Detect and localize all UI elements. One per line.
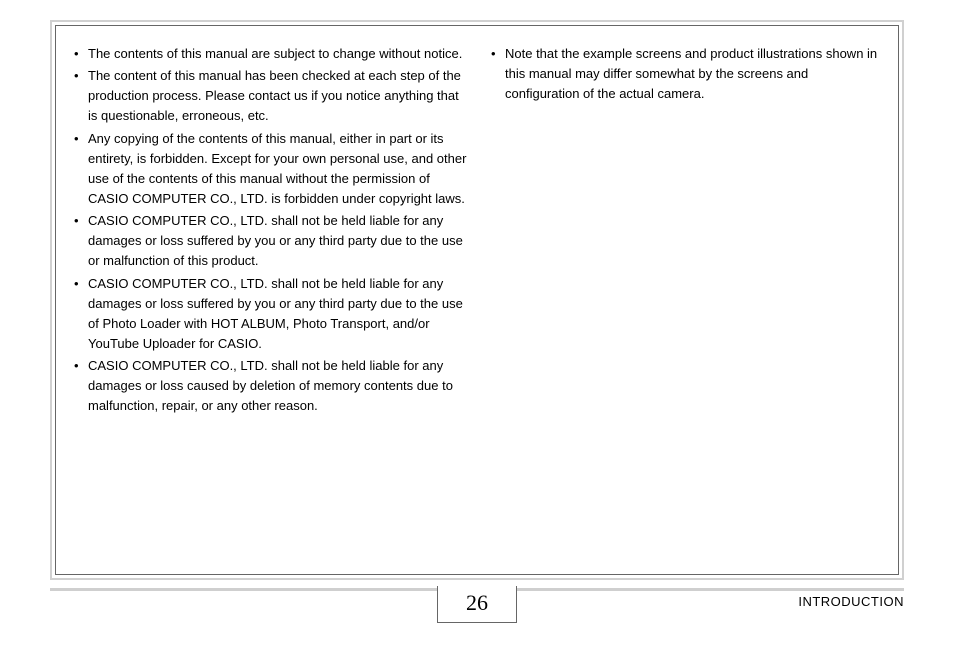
list-item: CASIO COMPUTER CO., LTD. shall not be he…	[68, 274, 469, 355]
left-column: The contents of this manual are subject …	[68, 44, 469, 562]
section-label: INTRODUCTION	[798, 594, 904, 609]
right-bullet-list: Note that the example screens and produc…	[485, 44, 886, 104]
list-item: CASIO COMPUTER CO., LTD. shall not be he…	[68, 211, 469, 271]
list-item: Note that the example screens and produc…	[485, 44, 886, 104]
left-bullet-list: The contents of this manual are subject …	[68, 44, 469, 417]
page-number: 26	[437, 586, 517, 623]
right-column: Note that the example screens and produc…	[485, 44, 886, 562]
page-footer: 26 INTRODUCTION	[50, 588, 904, 591]
list-item: The contents of this manual are subject …	[68, 44, 469, 64]
list-item: Any copying of the contents of this manu…	[68, 129, 469, 210]
page-content-frame: The contents of this manual are subject …	[55, 25, 899, 575]
list-item: The content of this manual has been chec…	[68, 66, 469, 126]
page-outer-border: The contents of this manual are subject …	[50, 20, 904, 580]
list-item: CASIO COMPUTER CO., LTD. shall not be he…	[68, 356, 469, 416]
two-column-layout: The contents of this manual are subject …	[68, 44, 886, 562]
